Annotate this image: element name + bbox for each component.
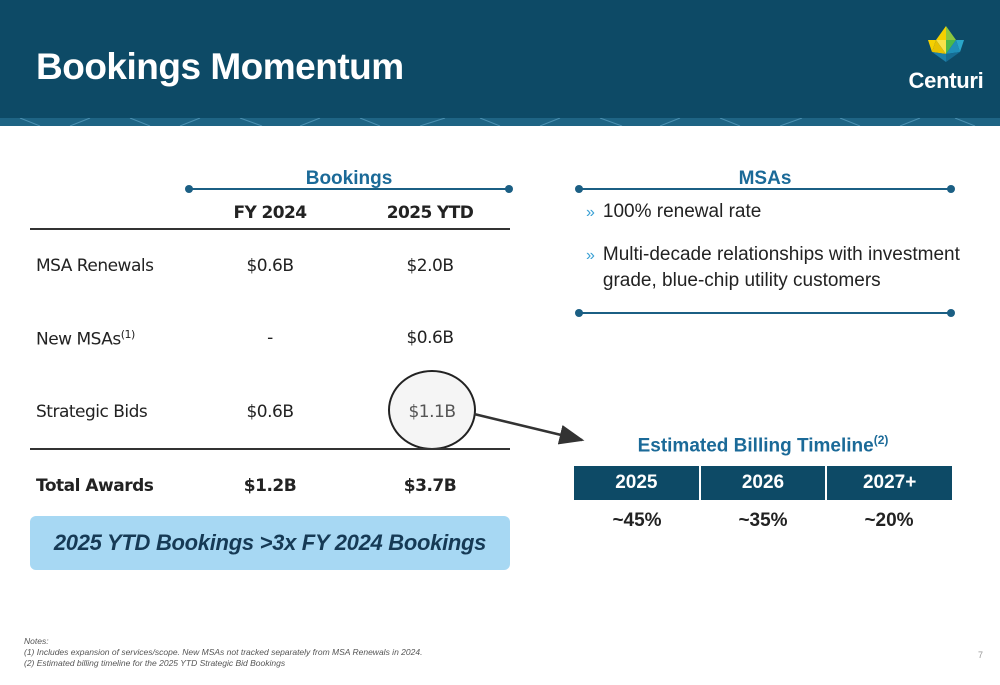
cell-new-msas-2025: $0.6B (406, 328, 454, 348)
row-label-msa-renewals: MSA Renewals (36, 256, 154, 276)
company-logo: Centuri (906, 22, 986, 93)
note-1: (1) Includes expansion of services/scope… (24, 647, 423, 657)
footnote-2: (2) (873, 433, 889, 447)
page-number: 7 (978, 650, 984, 660)
billing-timeline-title: Estimated Billing Timeline(2) (637, 433, 889, 457)
centuri-logo-icon (928, 26, 964, 62)
cell-strategic-bids-2025: $1.1B (408, 402, 456, 422)
cell-total-2025: $3.7B (403, 476, 457, 496)
billing-year-2026: 2026 (700, 466, 828, 500)
cell-strategic-bids-fy2024: $0.6B (246, 402, 294, 422)
cell-total-fy2024: $1.2B (243, 476, 297, 496)
billing-timeline-header: 2025 2026 2027+ (574, 466, 953, 500)
bookings-section-title: Bookings (305, 168, 393, 189)
msas-bottom-divider (575, 296, 955, 320)
msa-bullet-1: » 100% renewal rate (586, 201, 762, 222)
billing-value-2026: ~35% (738, 510, 788, 531)
decorative-pattern-band (0, 118, 1000, 126)
billing-year-2027-plus: 2027+ (827, 466, 953, 500)
cell-msa-renewals-2025: $2.0B (406, 256, 454, 276)
cell-msa-renewals-fy2024: $0.6B (246, 256, 294, 276)
cell-new-msas-fy2024: - (267, 328, 273, 348)
row-label-new-msas: New MSAs(1) (36, 328, 135, 350)
logo-text: Centuri (908, 68, 984, 93)
table-total-rule (30, 448, 510, 450)
row-label-total-awards: Total Awards (36, 476, 154, 496)
billing-value-2027-plus: ~20% (864, 510, 914, 531)
bookings-section-header: Bookings (185, 168, 513, 196)
table-header-rule (30, 228, 510, 230)
footnotes: Notes: (1) Includes expansion of service… (24, 636, 422, 669)
footnote-1: (1) (120, 328, 136, 341)
chevron-right-icon: » (586, 204, 595, 221)
callout-text: 2025 YTD Bookings >3x FY 2024 Bookings (53, 530, 487, 555)
msas-section-title: MSAs (738, 168, 792, 189)
row-label-strategic-bids: Strategic Bids (36, 402, 148, 422)
page-title: Bookings Momentum (36, 46, 404, 87)
header-bar: Bookings Momentum Centuri (0, 0, 1000, 118)
note-2: (2) Estimated billing timeline for the 2… (24, 658, 286, 668)
msas-section-header: MSAs (575, 168, 955, 196)
billing-year-2025: 2025 (574, 466, 701, 500)
chevron-right-icon: » (586, 247, 595, 264)
notes-heading: Notes: (24, 636, 49, 646)
billing-timeline-values: ~45% ~35% ~20% (574, 510, 952, 532)
column-header-2025-ytd: 2025 YTD (386, 203, 474, 223)
column-header-fy2024: FY 2024 (233, 203, 308, 223)
billing-value-2025: ~45% (612, 510, 662, 531)
bookings-callout-box: 2025 YTD Bookings >3x FY 2024 Bookings (30, 516, 510, 570)
msa-bullet-2: » Multi-decade relationships with investm… (586, 244, 960, 291)
